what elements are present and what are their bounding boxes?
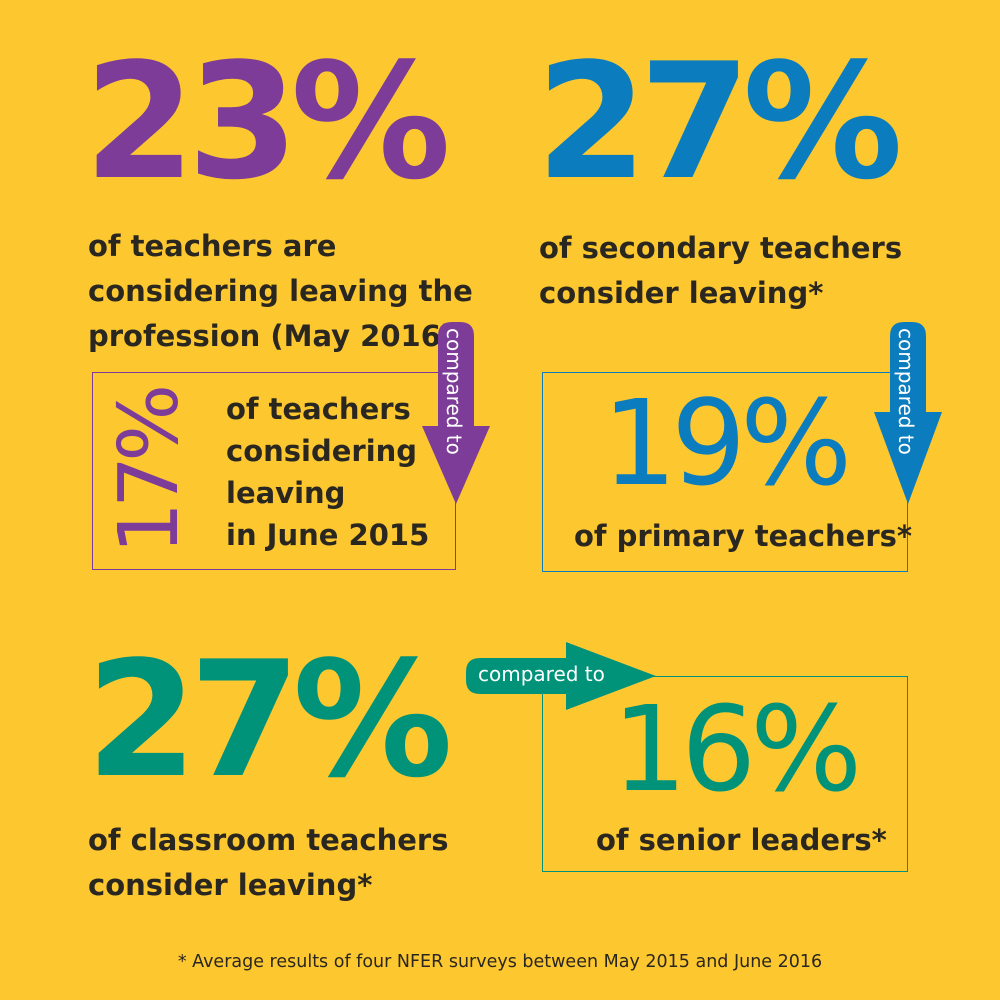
stat-19-percent: 19% bbox=[602, 374, 852, 512]
stat-17-percent: 17% bbox=[102, 389, 197, 555]
description-line: consider leaving* bbox=[88, 868, 373, 902]
stat-27-percent-classroom: 27% bbox=[86, 626, 453, 813]
description-line: of classroom teachers bbox=[88, 823, 449, 857]
secondary-description: of secondary teachers consider leaving* bbox=[539, 226, 902, 316]
senior-description: of senior leaders* bbox=[596, 823, 887, 857]
comparison-box-senior bbox=[542, 676, 908, 872]
stat-17-description: of teachers considering leaving in June … bbox=[226, 388, 429, 556]
arrow-label-compared-to: compared to bbox=[478, 662, 605, 686]
description-line: consider leaving* bbox=[539, 276, 824, 310]
arrow-down-icon bbox=[874, 322, 942, 504]
description-line: considering bbox=[226, 434, 418, 468]
stat-23-percent: 23% bbox=[84, 28, 451, 215]
description-line: considering leaving the bbox=[88, 274, 473, 308]
description-line: leaving bbox=[226, 476, 346, 510]
stat-16-percent: 16% bbox=[612, 680, 862, 818]
arrow-label-compared-to: compared to bbox=[442, 328, 466, 455]
primary-description: of primary teachers* bbox=[574, 519, 913, 553]
description-line: of secondary teachers bbox=[539, 231, 903, 265]
classroom-description: of classroom teachers consider leaving* bbox=[88, 818, 449, 908]
description-line: of teachers bbox=[226, 392, 411, 426]
arrow-right-icon bbox=[466, 642, 656, 710]
stat-23-description: of teachers are considering leaving the … bbox=[88, 224, 473, 359]
arrow-label-compared-to: compared to bbox=[894, 328, 918, 455]
arrow-down-icon bbox=[422, 322, 490, 504]
description-line: of teachers are bbox=[88, 229, 337, 263]
stat-27-percent-secondary: 27% bbox=[536, 28, 903, 215]
description-line: profession (May 2016) bbox=[88, 319, 455, 353]
description-line: in June 2015 bbox=[226, 518, 430, 552]
footnote: * Average results of four NFER surveys b… bbox=[177, 952, 823, 972]
